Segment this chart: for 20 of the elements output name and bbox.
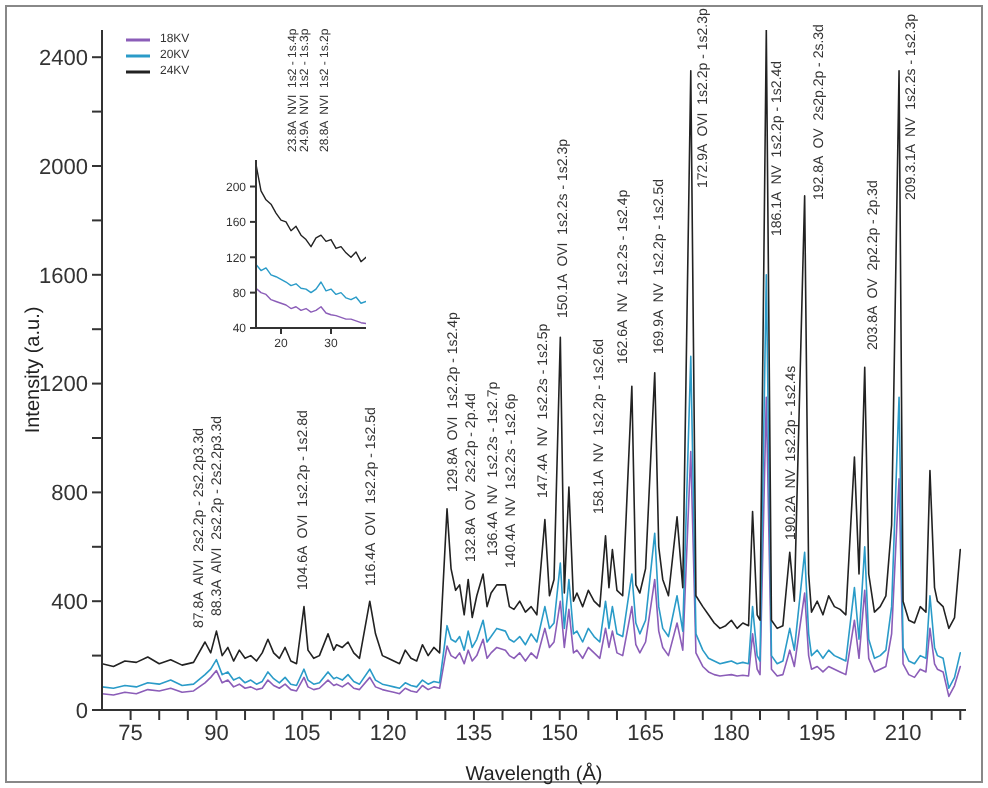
x-tick-label: 165 bbox=[627, 721, 664, 746]
x-tick-label: 120 bbox=[369, 721, 407, 746]
x-tick-label: 90 bbox=[204, 721, 229, 746]
x-tick-label: 75 bbox=[118, 721, 143, 746]
x-tick-label: 150 bbox=[541, 721, 579, 746]
x-tick-label: 210 bbox=[884, 721, 922, 746]
x-tick-label: 195 bbox=[798, 721, 836, 746]
y-tick-label: 800 bbox=[51, 482, 88, 507]
y-tick-label: 2400 bbox=[39, 47, 88, 72]
line-series bbox=[256, 163, 366, 263]
x-tick-label: 180 bbox=[713, 721, 750, 746]
x-tick-label: 135 bbox=[455, 721, 493, 746]
y-tick-label: 400 bbox=[51, 591, 88, 616]
y-tick-label: 0 bbox=[75, 699, 88, 724]
y-tick-label: 1600 bbox=[39, 264, 88, 289]
line-series bbox=[256, 263, 366, 304]
y-tick-label: 2000 bbox=[39, 155, 88, 180]
x-axis-title: Wavelength (Å) bbox=[465, 762, 603, 786]
x-tick-label: 105 bbox=[283, 721, 321, 746]
y-tick-label: 1200 bbox=[39, 373, 88, 398]
